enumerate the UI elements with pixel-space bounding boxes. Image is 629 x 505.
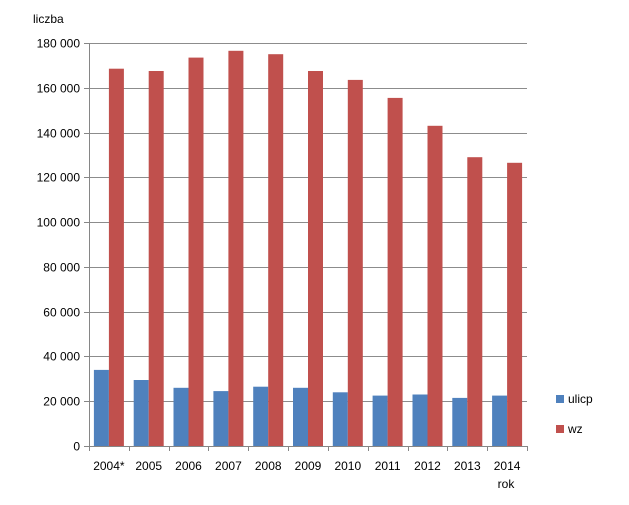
x-tick-label: 2010 xyxy=(334,459,361,473)
y-tick-label: 60 000 xyxy=(43,306,80,320)
bar-wz-2009 xyxy=(308,71,323,446)
bars xyxy=(93,50,523,447)
x-tick-labels: 2004* 2005 2006 2007 2008 2009 2010 2011 2012 201… xyxy=(93,459,521,473)
bar-wz-2007 xyxy=(228,50,244,447)
x-tick-label: 2013 xyxy=(454,459,481,473)
x-tick-label: 2012 xyxy=(414,459,441,473)
bar-wz-2014 xyxy=(507,162,523,447)
bar-ulicp-2011 xyxy=(372,395,388,446)
y-tick-label: 160 000 xyxy=(37,82,81,96)
y-tick-label: 100 000 xyxy=(37,216,81,230)
bar-ulicp-2005 xyxy=(133,380,149,446)
x-tick-label: 2007 xyxy=(215,459,242,473)
legend-label-ulicp: ulicp xyxy=(568,392,593,406)
bar-ulicp-2006 xyxy=(173,387,189,446)
y-tick-label: 80 000 xyxy=(43,261,80,275)
bar-wz-2012 xyxy=(427,125,443,447)
y-tick-label: 0 xyxy=(73,440,80,454)
bar-ulicp-2014 xyxy=(492,395,508,446)
x-tick-label: 2014 xyxy=(494,459,521,473)
legend-swatch-ulicp xyxy=(556,395,564,403)
bar-ulicp-2009 xyxy=(293,387,308,446)
bar-wz-2005 xyxy=(148,71,164,446)
y-tick-label: 40 000 xyxy=(43,350,80,364)
bar-wz-2008 xyxy=(268,54,284,446)
y-tick-label: 120 000 xyxy=(37,171,81,185)
bar-ulicp-2013 xyxy=(452,397,468,446)
bar-ulicp-2008 xyxy=(253,386,269,446)
legend: ulicp wz xyxy=(556,392,593,436)
y-tick-labels: 0 20 000 40 000 60 000 80 000 100 000 120 000 1… xyxy=(37,37,81,454)
x-tick-label: 2005 xyxy=(135,459,162,473)
legend-label-wz: wz xyxy=(567,422,583,436)
y-axis-title: liczba xyxy=(33,12,64,26)
y-tick-label: 180 000 xyxy=(37,37,81,51)
bar-ulicp-2012 xyxy=(412,394,428,446)
bar-ulicp-2007 xyxy=(213,391,229,446)
x-tick-label: 2004* xyxy=(93,459,125,473)
x-tick-label: 2006 xyxy=(175,459,202,473)
axes xyxy=(84,43,528,451)
bar-wz-2013 xyxy=(467,157,483,446)
x-tick-label: 2009 xyxy=(295,459,322,473)
bar-wz-2006 xyxy=(188,57,204,446)
y-tick-label: 20 000 xyxy=(43,395,80,409)
y-tick-label: 140 000 xyxy=(37,127,81,141)
bar-wz-2004 xyxy=(108,68,124,446)
bar-wz-2010 xyxy=(347,79,363,447)
legend-swatch-wz xyxy=(556,425,564,433)
x-tick-label: 2011 xyxy=(375,459,401,473)
bar-wz-2011 xyxy=(387,97,403,447)
bar-ulicp-2004 xyxy=(93,369,109,446)
bar-ulicp-2010 xyxy=(332,392,348,446)
x-tick-label: 2008 xyxy=(255,459,282,473)
x-axis-title: rok xyxy=(498,477,516,491)
